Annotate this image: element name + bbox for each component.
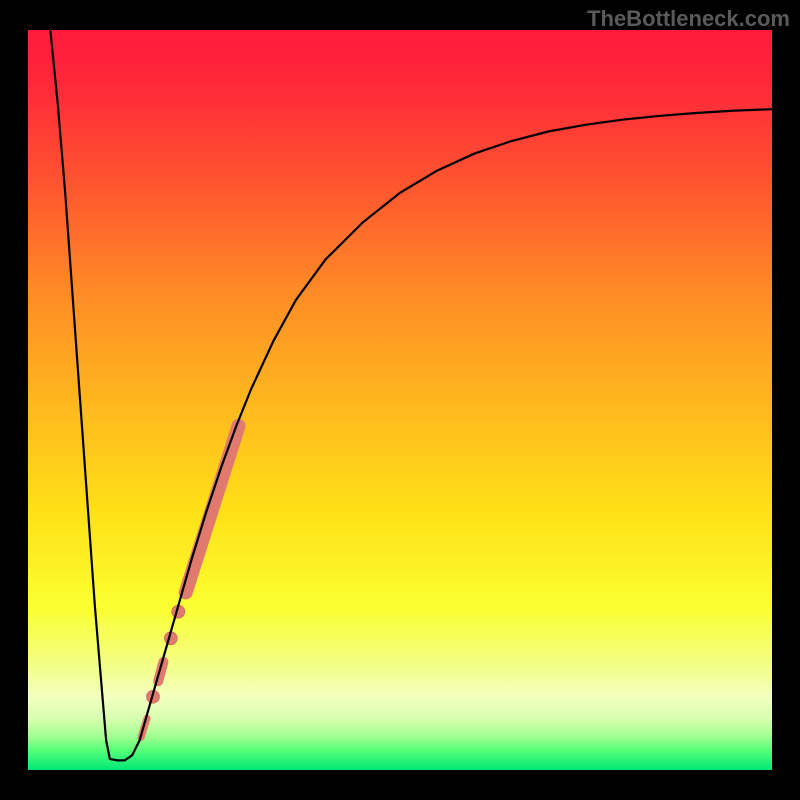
plot-area (28, 30, 772, 770)
data-marker (186, 426, 239, 593)
watermark-text: TheBottleneck.com (587, 6, 790, 32)
data-markers (141, 426, 238, 738)
bottleneck-curve (50, 30, 772, 760)
curve-overlay (28, 30, 772, 770)
chart-container: TheBottleneck.com (0, 0, 800, 800)
